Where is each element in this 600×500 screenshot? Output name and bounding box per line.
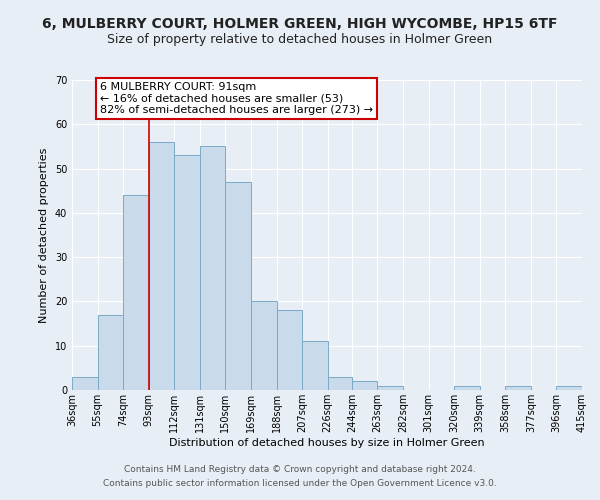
Bar bbox=[123, 195, 149, 390]
Bar bbox=[251, 302, 277, 390]
Bar bbox=[302, 342, 328, 390]
Bar bbox=[505, 386, 531, 390]
Text: 6, MULBERRY COURT, HOLMER GREEN, HIGH WYCOMBE, HP15 6TF: 6, MULBERRY COURT, HOLMER GREEN, HIGH WY… bbox=[42, 18, 558, 32]
Bar bbox=[556, 386, 582, 390]
Bar bbox=[377, 386, 403, 390]
Bar bbox=[200, 146, 226, 390]
X-axis label: Distribution of detached houses by size in Holmer Green: Distribution of detached houses by size … bbox=[169, 438, 485, 448]
Bar bbox=[72, 376, 98, 390]
Y-axis label: Number of detached properties: Number of detached properties bbox=[39, 148, 49, 322]
Bar bbox=[174, 156, 200, 390]
Bar bbox=[149, 142, 174, 390]
Text: 6 MULBERRY COURT: 91sqm
← 16% of detached houses are smaller (53)
82% of semi-de: 6 MULBERRY COURT: 91sqm ← 16% of detache… bbox=[100, 82, 373, 116]
Bar bbox=[277, 310, 302, 390]
Bar bbox=[352, 381, 377, 390]
Bar bbox=[328, 376, 352, 390]
Text: Size of property relative to detached houses in Holmer Green: Size of property relative to detached ho… bbox=[107, 32, 493, 46]
Bar bbox=[226, 182, 251, 390]
Text: Contains HM Land Registry data © Crown copyright and database right 2024.
Contai: Contains HM Land Registry data © Crown c… bbox=[103, 466, 497, 487]
Bar bbox=[454, 386, 480, 390]
Bar bbox=[98, 314, 123, 390]
